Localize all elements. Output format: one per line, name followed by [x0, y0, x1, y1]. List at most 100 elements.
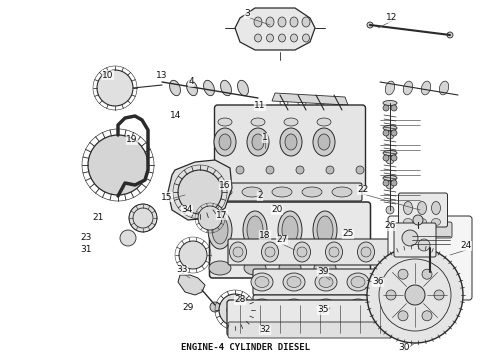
- Ellipse shape: [209, 261, 231, 275]
- Text: 4: 4: [188, 77, 194, 86]
- Ellipse shape: [252, 134, 264, 150]
- Ellipse shape: [332, 187, 352, 197]
- Ellipse shape: [317, 118, 331, 126]
- Circle shape: [391, 180, 397, 186]
- Text: 11: 11: [254, 102, 266, 111]
- Ellipse shape: [247, 128, 269, 156]
- Ellipse shape: [421, 81, 431, 95]
- Ellipse shape: [302, 34, 310, 42]
- Text: 24: 24: [461, 242, 472, 251]
- Circle shape: [179, 241, 207, 269]
- Circle shape: [361, 247, 371, 257]
- Ellipse shape: [255, 302, 269, 314]
- Circle shape: [296, 166, 304, 174]
- Ellipse shape: [254, 34, 262, 42]
- Text: 30: 30: [398, 343, 410, 352]
- Polygon shape: [168, 160, 232, 220]
- Ellipse shape: [315, 299, 337, 317]
- Text: 27: 27: [276, 235, 288, 244]
- Circle shape: [120, 230, 136, 246]
- Circle shape: [386, 156, 394, 164]
- Text: 10: 10: [102, 71, 114, 80]
- Ellipse shape: [242, 187, 262, 197]
- FancyBboxPatch shape: [394, 223, 436, 257]
- Ellipse shape: [315, 273, 337, 291]
- Ellipse shape: [383, 100, 397, 105]
- Ellipse shape: [302, 187, 322, 197]
- Ellipse shape: [385, 81, 395, 95]
- Ellipse shape: [383, 302, 397, 314]
- Ellipse shape: [358, 242, 374, 262]
- Circle shape: [434, 290, 444, 300]
- Circle shape: [398, 311, 408, 321]
- FancyBboxPatch shape: [388, 216, 472, 300]
- Ellipse shape: [379, 273, 401, 291]
- Circle shape: [383, 130, 389, 136]
- Circle shape: [398, 269, 408, 279]
- Ellipse shape: [351, 276, 365, 288]
- Circle shape: [236, 166, 244, 174]
- Ellipse shape: [187, 80, 197, 96]
- Circle shape: [386, 181, 394, 189]
- Ellipse shape: [267, 34, 273, 42]
- Text: 3: 3: [244, 9, 250, 18]
- Polygon shape: [235, 8, 315, 50]
- Circle shape: [107, 80, 123, 96]
- Text: 34: 34: [181, 206, 193, 215]
- Ellipse shape: [417, 219, 426, 225]
- Circle shape: [391, 130, 397, 136]
- Circle shape: [233, 247, 243, 257]
- Circle shape: [356, 166, 364, 174]
- Circle shape: [425, 273, 435, 283]
- FancyBboxPatch shape: [228, 322, 392, 338]
- Text: 2: 2: [257, 192, 263, 201]
- Circle shape: [190, 182, 210, 202]
- Ellipse shape: [285, 134, 297, 150]
- Text: 39: 39: [317, 267, 329, 276]
- Ellipse shape: [278, 34, 286, 42]
- Ellipse shape: [291, 34, 297, 42]
- Text: 33: 33: [176, 266, 188, 274]
- Circle shape: [198, 206, 222, 230]
- Ellipse shape: [278, 17, 286, 27]
- Ellipse shape: [440, 81, 449, 95]
- Circle shape: [386, 290, 396, 300]
- Text: 21: 21: [92, 213, 104, 222]
- Circle shape: [413, 215, 423, 225]
- Circle shape: [405, 285, 425, 305]
- Ellipse shape: [287, 302, 301, 314]
- Circle shape: [326, 166, 334, 174]
- Ellipse shape: [251, 299, 273, 317]
- Ellipse shape: [251, 118, 265, 126]
- Text: 32: 32: [259, 325, 270, 334]
- Ellipse shape: [247, 216, 263, 244]
- Polygon shape: [178, 275, 205, 295]
- Circle shape: [210, 302, 220, 312]
- Text: 17: 17: [216, 211, 228, 220]
- Circle shape: [383, 105, 389, 111]
- Ellipse shape: [383, 150, 397, 156]
- Ellipse shape: [279, 261, 301, 275]
- Circle shape: [367, 22, 373, 28]
- Ellipse shape: [302, 17, 310, 27]
- Ellipse shape: [208, 211, 232, 249]
- FancyBboxPatch shape: [253, 295, 407, 321]
- Text: 18: 18: [259, 230, 271, 239]
- Circle shape: [133, 208, 153, 228]
- Text: 16: 16: [219, 180, 231, 189]
- Circle shape: [139, 213, 147, 222]
- Ellipse shape: [203, 80, 215, 96]
- Text: 13: 13: [156, 71, 168, 80]
- Text: 26: 26: [384, 221, 396, 230]
- Text: 12: 12: [386, 13, 398, 22]
- Circle shape: [265, 247, 275, 257]
- Ellipse shape: [266, 17, 274, 27]
- Ellipse shape: [347, 273, 369, 291]
- Circle shape: [393, 247, 403, 257]
- Text: 36: 36: [372, 278, 384, 287]
- Ellipse shape: [254, 17, 262, 27]
- Ellipse shape: [238, 80, 248, 96]
- Circle shape: [206, 166, 214, 174]
- Text: 15: 15: [161, 193, 173, 202]
- Ellipse shape: [383, 126, 397, 130]
